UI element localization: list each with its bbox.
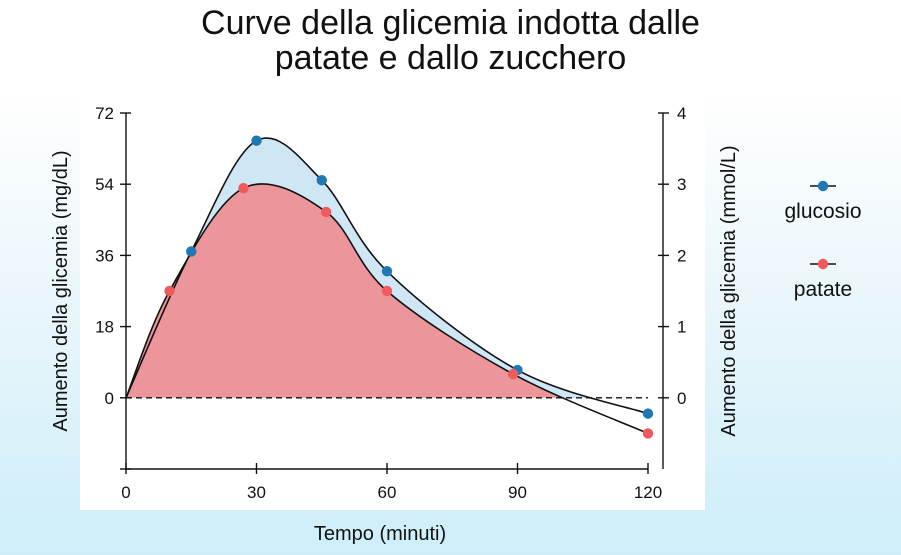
y-right-tick-label-0: 0 (677, 389, 686, 408)
legend-label-patate: patate (794, 278, 852, 301)
point-glucosio-1 (251, 135, 262, 146)
y-right-tick-label-2: 2 (677, 246, 686, 265)
point-patate-1 (238, 182, 249, 194)
point-glucosio-3 (381, 266, 393, 277)
y-left-tick-label-0: 0 (105, 389, 114, 408)
legend-marker-patate (817, 258, 829, 270)
y-left-tick-label-36: 36 (95, 246, 114, 265)
chart-title: Curve della glicemia indotta dalle patat… (0, 6, 901, 76)
area-patate (126, 183, 563, 398)
y-left-tick-label-72: 72 (95, 104, 114, 123)
point-patate-2 (320, 206, 332, 218)
y-right-tick-label-4: 4 (677, 104, 686, 123)
x-tick-label-90: 90 (508, 483, 527, 502)
chart-title-line-1: Curve della glicemia indotta dalle (201, 4, 700, 42)
x-axis-title: Tempo (minuti) (314, 523, 446, 545)
point-glucosio-0 (186, 246, 197, 257)
chart-title-line-2: patate e dallo zucchero (274, 39, 627, 77)
y-right-tick-label-1: 1 (677, 318, 686, 337)
point-patate-5 (642, 428, 654, 439)
x-tick-label-120: 120 (634, 483, 662, 502)
y-axis-right-title: Aumento della glicemia (mmol/L) (718, 145, 740, 436)
x-tick-label-60: 60 (378, 483, 397, 502)
x-tick-label-0: 0 (121, 483, 130, 502)
legend-marker-glucosio (817, 180, 829, 192)
point-patate-4 (507, 368, 519, 380)
y-left-tick-label-54: 54 (95, 175, 114, 194)
point-patate-0 (164, 285, 175, 297)
point-glucosio-2 (316, 175, 327, 186)
point-glucosio-5 (642, 408, 654, 419)
legend-label-glucosio: glucosio (784, 200, 861, 223)
legend: glucosio patate (784, 180, 862, 301)
x-tick-label-30: 30 (247, 483, 266, 502)
y-left-tick-label-18: 18 (95, 318, 114, 337)
y-axis-left-title: Aumento della glicemia (mg/dL) (50, 150, 72, 431)
y-right-tick-label-3: 3 (677, 175, 686, 194)
point-patate-3 (381, 285, 393, 297)
